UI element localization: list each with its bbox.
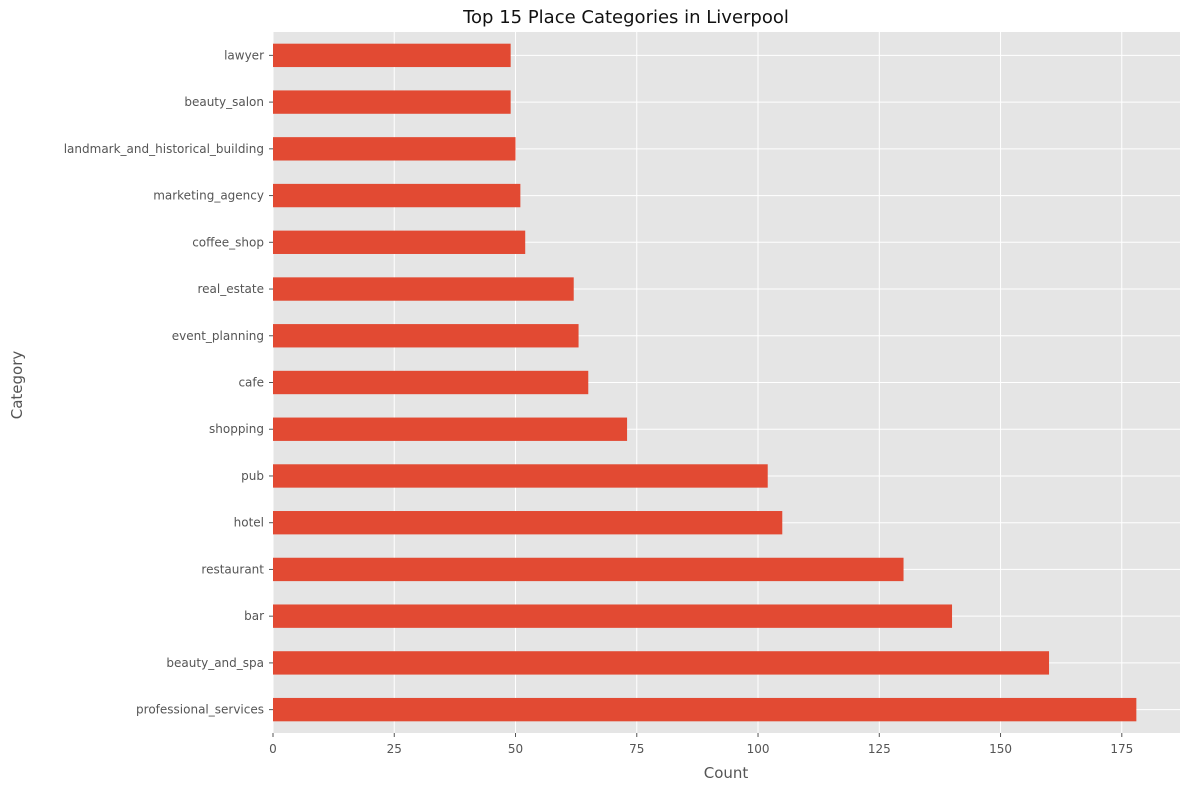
y-axis-ticks: professional_services beauty_and_spa bar re… xyxy=(64,48,273,717)
bar-hotel xyxy=(273,511,783,535)
y-tick-label-beauty-salon: beauty_salon xyxy=(184,95,264,109)
x-tick-label: 50 xyxy=(508,742,523,756)
x-tick-label: 150 xyxy=(989,742,1012,756)
x-tick-label: 75 xyxy=(629,742,644,756)
chart-title: Top 15 Place Categories in Liverpool xyxy=(462,7,789,28)
bar-pub xyxy=(273,464,768,488)
bar-landmark-and-historical-building xyxy=(273,137,516,161)
x-axis-ticks: 0 25 50 75 100 125 150 175 xyxy=(269,733,1133,756)
y-tick-label-beauty-and-spa: beauty_and_spa xyxy=(166,656,264,670)
x-tick-label: 0 xyxy=(269,742,277,756)
bar-beauty-salon xyxy=(273,90,511,114)
y-tick-label-lawyer: lawyer xyxy=(224,48,264,62)
x-tick-label: 100 xyxy=(747,742,770,756)
y-axis-label: Category xyxy=(8,351,26,420)
bar-coffee-shop xyxy=(273,230,526,254)
y-tick-label-real-estate: real_estate xyxy=(197,282,264,296)
bar-shopping xyxy=(273,417,628,441)
x-axis-label: Count xyxy=(704,764,749,782)
y-tick-label-shopping: shopping xyxy=(209,422,264,436)
bar-beauty-and-spa xyxy=(273,651,1050,675)
y-tick-label-coffee-shop: coffee_shop xyxy=(192,235,264,249)
bar-bar xyxy=(273,604,953,628)
bar-lawyer xyxy=(273,43,511,68)
x-tick-label: 25 xyxy=(387,742,402,756)
y-tick-label-event-planning: event_planning xyxy=(172,329,264,343)
x-tick-label: 125 xyxy=(868,742,891,756)
y-tick-label-cafe: cafe xyxy=(238,376,264,390)
bar-real-estate xyxy=(273,277,574,301)
bar-marketing-agency xyxy=(273,183,521,208)
bars xyxy=(273,43,1137,722)
bar-professional-services xyxy=(273,697,1137,722)
y-tick-label-marketing-agency: marketing_agency xyxy=(153,189,264,203)
y-tick-label-restaurant: restaurant xyxy=(201,562,264,576)
x-tick-label: 175 xyxy=(1110,742,1133,756)
bar-restaurant xyxy=(273,557,904,582)
y-tick-label-pub: pub xyxy=(241,469,264,483)
y-tick-label-bar: bar xyxy=(244,609,264,623)
y-tick-label-hotel: hotel xyxy=(234,516,264,530)
bar-cafe xyxy=(273,370,589,395)
y-tick-label-professional-services: professional_services xyxy=(136,703,264,717)
bar-event-planning xyxy=(273,324,579,348)
y-tick-label-landmark-and-historical-building: landmark_and_historical_building xyxy=(64,142,264,156)
